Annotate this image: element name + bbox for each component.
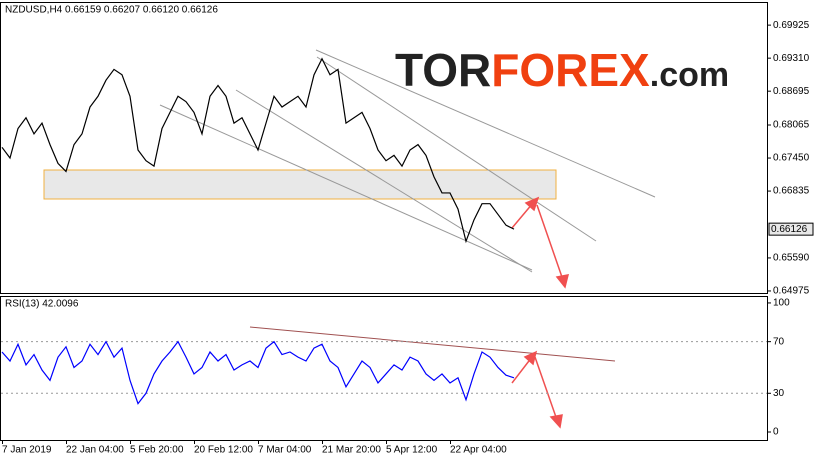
y-tick-label: 0.66835 <box>773 186 810 197</box>
last-price-box <box>768 222 814 236</box>
y-tick-label: 100 <box>773 298 790 309</box>
y-tick-label: 0.68695 <box>773 86 810 97</box>
x-tick-label: 5 Apr 12:00 <box>386 445 438 456</box>
y-tick-label: 0.67450 <box>773 153 810 164</box>
series-line <box>1 57 515 244</box>
y-tick-label: 0.69925 <box>773 20 810 31</box>
y-tick-label: 0.64975 <box>773 286 810 297</box>
price-frame <box>0 2 768 294</box>
rsi-title: RSI(13) 42.0096 <box>5 299 79 310</box>
forecast-arrows <box>511 196 570 429</box>
x-tick-label: 21 Mar 20:00 <box>322 445 381 456</box>
x-tick-label: 5 Feb 20:00 <box>130 445 184 456</box>
y-tick-label: 30 <box>773 388 785 399</box>
logo: TORFOREX.com <box>395 44 729 96</box>
x-tick-label: 20 Feb 12:00 <box>194 445 253 456</box>
logo-part: .com <box>650 56 729 94</box>
y-tick-label: 0.68065 <box>773 120 810 131</box>
y-tick-label: 0.65590 <box>773 253 810 264</box>
trendlines <box>159 49 656 362</box>
series-line <box>1 340 515 405</box>
y-tick-label: 0.69310 <box>773 53 810 64</box>
y-tick-label: 70 <box>773 336 785 347</box>
x-tick-label: 22 Apr 04:00 <box>450 445 507 456</box>
logo-part: TOR <box>395 44 491 96</box>
x-tick-label: 22 Jan 04:00 <box>66 445 124 456</box>
x-tick-label: 7 Jan 2019 <box>2 445 52 456</box>
y-tick-label: 0 <box>773 427 779 438</box>
support-zone <box>43 169 557 200</box>
price-title: NZDUSD,H4 0.66159 0.66207 0.66120 0.6612… <box>5 5 218 16</box>
logo-part: FOREX <box>491 44 650 96</box>
x-tick-label: 7 Mar 04:00 <box>258 445 312 456</box>
last-price-label: 0.66126 <box>771 224 808 235</box>
rsi-frame <box>0 296 768 441</box>
